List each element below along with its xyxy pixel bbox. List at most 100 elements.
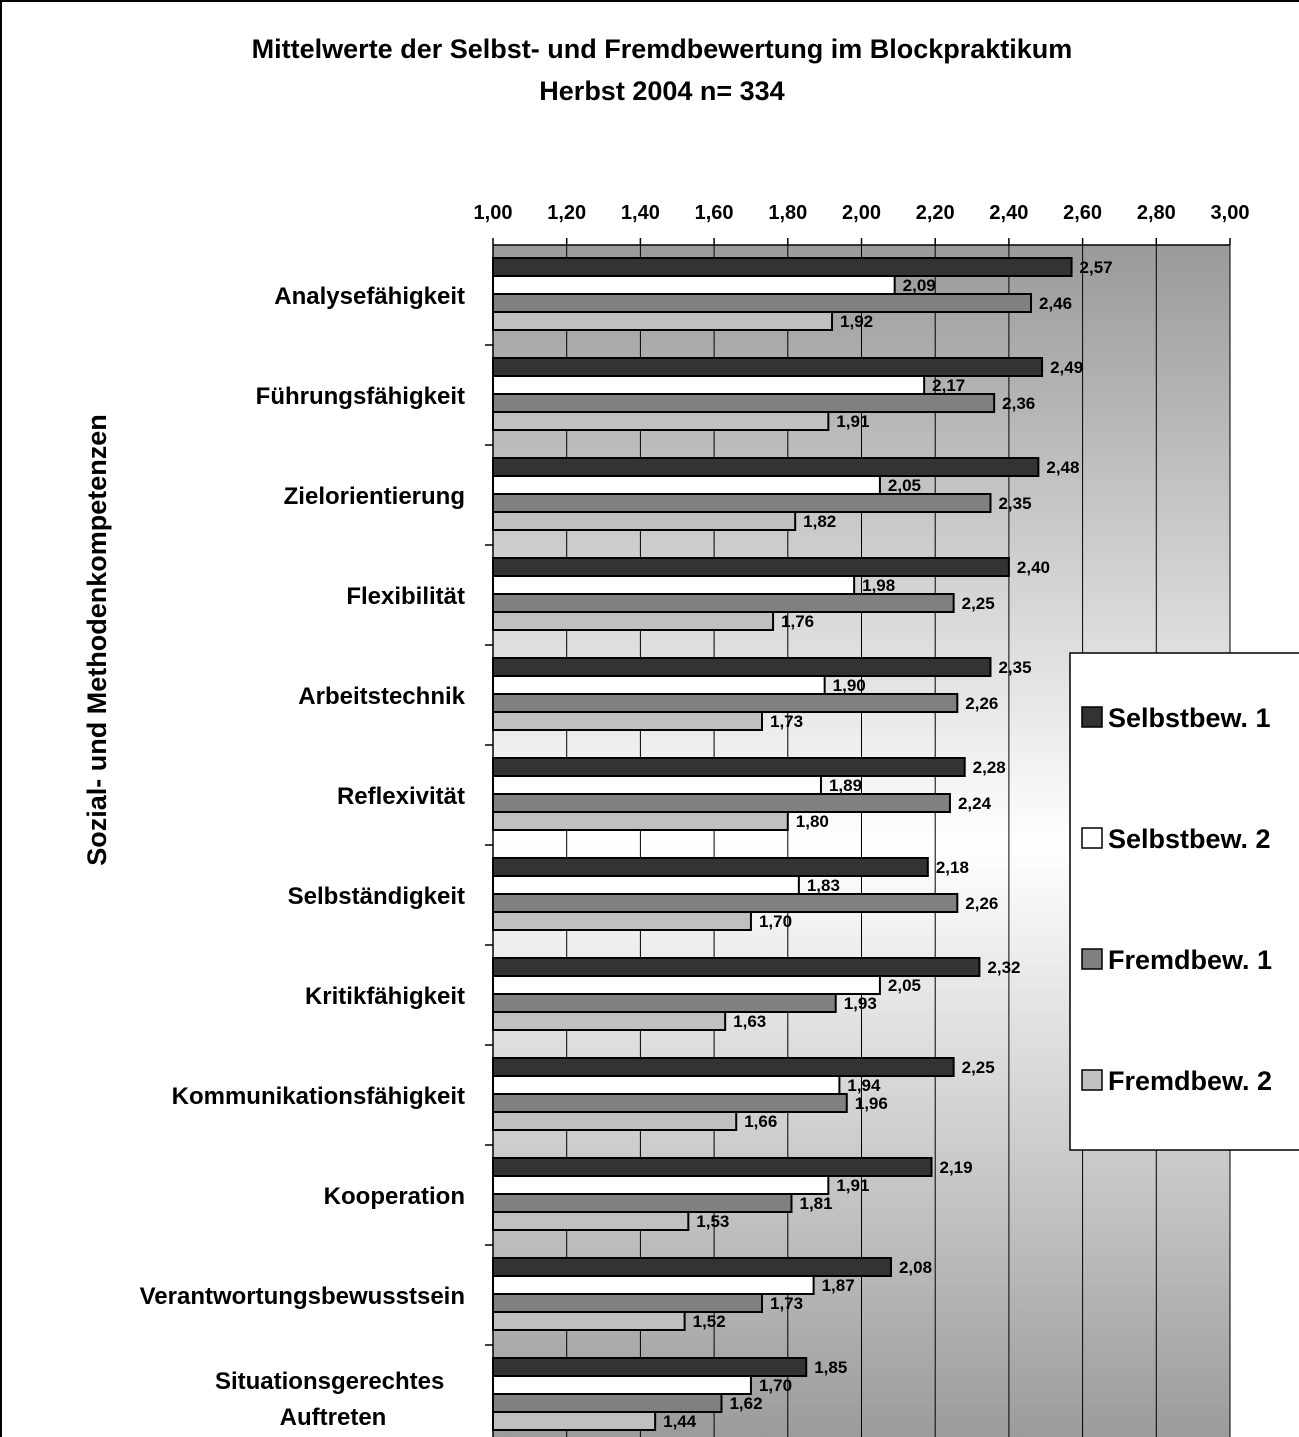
bar [492,311,834,331]
bar [492,575,856,595]
data-label: 2,36 [1002,394,1035,413]
legend-swatch [1081,1069,1103,1091]
bar [492,757,966,777]
data-label: 2,19 [940,1158,973,1177]
data-label: 1,91 [836,1176,869,1195]
data-label: 2,48 [1046,458,1079,477]
data-label: 1,92 [840,312,873,331]
bar [492,457,1040,477]
bar [492,693,959,713]
y-tick-label: Kritikfähigkeit [305,983,465,1010]
data-label: 1,85 [814,1358,847,1377]
data-label: 2,26 [965,894,998,913]
data-label: 2,40 [1017,558,1050,577]
data-label: 1,70 [759,912,792,931]
bar [492,657,992,677]
data-label: 2,05 [888,476,921,495]
bar [492,711,764,731]
data-label: 2,09 [903,276,936,295]
data-label: 2,05 [888,976,921,995]
bar [492,1193,793,1213]
data-label: 1,53 [696,1212,729,1231]
legend-label: Selbstbew. 2 [1108,824,1271,854]
bar [492,1093,848,1113]
y-tick-label: Flexibilität [346,583,465,610]
data-label: 2,25 [962,1058,995,1077]
x-tick-label: 1,80 [768,202,807,224]
bar [492,1411,657,1431]
data-label: 1,44 [663,1412,697,1431]
data-label: 1,80 [796,812,829,831]
bar [492,257,1073,277]
x-tick-label: 2,80 [1137,202,1176,224]
legend-label: Fremdbew. 1 [1108,945,1272,975]
y-tick-label: Verantwortungsbewusstsein [140,1283,465,1310]
data-label: 2,17 [932,376,965,395]
x-tick-label: 1,00 [474,202,513,224]
data-label: 1,82 [803,512,836,531]
data-label: 1,63 [733,1012,766,1031]
bar [492,1393,723,1413]
data-label: 2,28 [973,758,1006,777]
data-label: 2,26 [965,694,998,713]
y-tick-label: Arbeitstechnik [298,683,465,710]
bar [492,1375,752,1395]
bar [492,557,1010,577]
bar [492,275,896,295]
bar [492,511,797,531]
bar [492,375,926,395]
data-label: 1,98 [862,576,895,595]
bar [492,1011,727,1031]
data-label: 2,57 [1080,258,1113,277]
bar [492,857,929,877]
bar [492,1275,815,1295]
data-label: 2,35 [998,658,1031,677]
bar [492,1293,764,1313]
y-tick-label: Analysefähigkeit [274,283,465,310]
x-tick-label: 3,00 [1211,202,1250,224]
legend-swatch [1081,948,1103,970]
data-label: 1,89 [829,776,862,795]
bar [492,893,959,913]
data-label: 2,46 [1039,294,1072,313]
bar [492,1057,955,1077]
data-label: 2,24 [958,794,992,813]
bar [492,1075,841,1095]
chart-subtitle: Herbst 2004 n= 334 [539,76,784,106]
data-label: 2,25 [962,594,995,613]
bar [492,975,881,995]
bar [492,875,800,895]
bar [492,775,822,795]
x-tick-label: 2,40 [989,202,1028,224]
data-label: 1,62 [729,1394,762,1413]
data-label: 1,73 [770,1294,803,1313]
y-tick-label: Zielorientierung [284,483,465,510]
data-label: 1,52 [693,1312,726,1331]
bar [492,675,826,695]
data-label: 1,93 [844,994,877,1013]
legend-label: Selbstbew. 1 [1108,703,1271,733]
data-label: 1,70 [759,1376,792,1395]
data-label: 2,32 [987,958,1020,977]
bar [492,1357,808,1377]
bar [492,411,830,431]
data-label: 1,96 [855,1094,888,1113]
data-label: 1,94 [847,1076,881,1095]
bar [492,393,996,413]
bar [492,1175,830,1195]
bar [492,1257,892,1277]
data-label: 2,18 [936,858,969,877]
legend-box [1069,652,1299,1151]
bar [492,993,837,1013]
bar [492,1311,686,1331]
x-tick-label: 2,60 [1063,202,1102,224]
legend-label: Fremdbew. 2 [1108,1066,1272,1096]
legend-swatch [1081,827,1103,849]
x-tick-label: 1,60 [695,202,734,224]
data-label: 2,49 [1050,358,1083,377]
data-label: 1,73 [770,712,803,731]
bar [492,811,789,831]
bar [492,1111,738,1131]
data-label: 1,91 [836,412,869,431]
bar [492,911,752,931]
